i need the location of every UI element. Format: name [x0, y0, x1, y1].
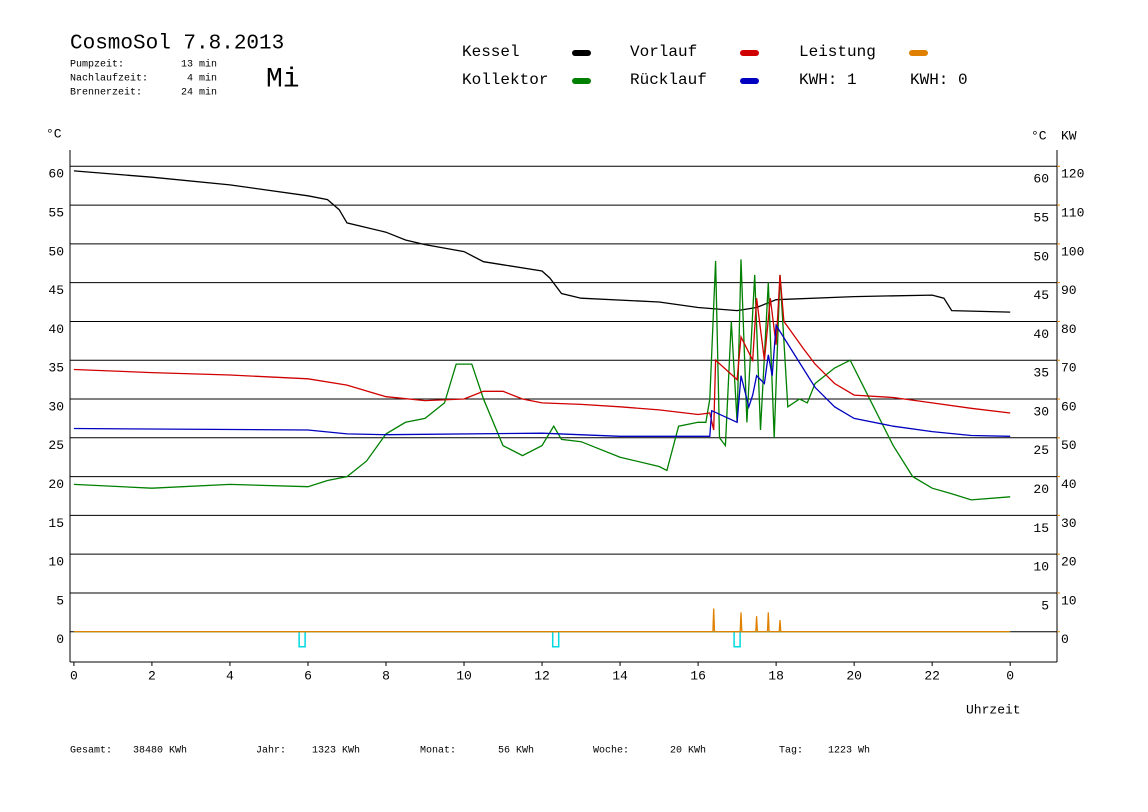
chart-title: CosmoSol 7.8.2013	[70, 33, 284, 56]
series-line	[73, 259, 1011, 501]
y2-tick-label: 20	[1061, 555, 1077, 570]
kwh-label: KWH: 0	[910, 71, 968, 89]
x-tick-label: 14	[612, 668, 628, 683]
y2-tick-label: 120	[1061, 167, 1084, 182]
y-tick-label: 50	[48, 244, 64, 259]
x-tick-label: 0	[70, 668, 78, 683]
total-value: 1223 Wh	[828, 745, 870, 757]
y2-tick-label: 60	[1061, 399, 1077, 414]
y-tick-label-right: 60	[1033, 172, 1049, 187]
pump-marker	[551, 630, 560, 648]
y2-axis-unit: KW	[1061, 128, 1077, 143]
x-tick-label: 8	[382, 668, 390, 683]
stat-label: Nachlaufzeit:	[70, 73, 148, 85]
y2-tick-label: 100	[1061, 244, 1084, 259]
y2-tick-label: 40	[1061, 477, 1077, 492]
y2-tick-label: 10	[1061, 593, 1077, 608]
stat-label: Brennerzeit:	[70, 87, 142, 99]
pump-marker	[298, 630, 306, 648]
pump-marker	[733, 630, 741, 648]
y2-tick-label: 70	[1061, 361, 1077, 376]
legend-label: Rücklauf	[630, 71, 707, 89]
y-tick-label-right: 35	[1033, 366, 1049, 381]
total-label: Jahr:	[256, 745, 286, 757]
stat-value: 24 min	[181, 87, 217, 99]
stat-value: 4 min	[187, 73, 217, 85]
total-value: 56 KWh	[498, 745, 534, 757]
series-line	[73, 608, 1011, 633]
y-tick-label-right: 30	[1033, 404, 1049, 419]
x-axis-label: Uhrzeit	[966, 702, 1021, 717]
total-label: Gesamt:	[70, 746, 112, 757]
y2-tick-label: 0	[1061, 632, 1069, 647]
y-tick-label-right: 55	[1033, 211, 1049, 226]
x-tick-label: 2	[148, 668, 156, 683]
x-tick-label: 0	[1006, 668, 1014, 683]
y2-tick-label: 80	[1061, 322, 1077, 337]
y2-tick-label: 30	[1061, 516, 1077, 531]
x-tick-label: 4	[226, 668, 234, 683]
stat-value: 13 min	[181, 59, 217, 71]
y-axis-unit: °C	[46, 126, 62, 141]
y-tick-label: 5	[56, 593, 64, 608]
y-tick-label: 35	[48, 361, 64, 376]
total-label: Tag:	[779, 746, 803, 757]
y-tick-label-right: 5	[1041, 598, 1049, 613]
y-tick-label: 0	[56, 632, 64, 647]
y-tick-label-right: 25	[1033, 443, 1049, 458]
x-tick-label: 16	[690, 668, 706, 683]
y-tick-label-right: 40	[1033, 327, 1049, 342]
weekday: Mi	[266, 64, 300, 95]
stat-label: Pumpzeit:	[70, 59, 124, 71]
legend-label: Leistung	[799, 43, 876, 61]
series-line	[73, 323, 1011, 437]
series-line	[73, 274, 1011, 431]
total-value: 20 KWh	[670, 745, 706, 757]
y-tick-label-right: 20	[1033, 482, 1049, 497]
legend-label: Kessel	[462, 43, 520, 61]
y-tick-label: 15	[48, 516, 64, 531]
y2-tick-label: 50	[1061, 438, 1077, 453]
y2-tick-label: 90	[1061, 283, 1077, 298]
total-value: 1323 KWh	[312, 745, 360, 757]
y2-tick-label: 110	[1061, 206, 1084, 221]
x-tick-label: 18	[768, 668, 784, 683]
total-label: Monat:	[420, 746, 456, 757]
legend-label: Kollektor	[462, 71, 548, 89]
y-tick-label-right: 45	[1033, 288, 1049, 303]
x-tick-label: 6	[304, 668, 312, 683]
y-tick-label: 10	[48, 555, 64, 570]
y2-axis-unit: °C	[1031, 128, 1047, 143]
y-tick-label-right: 50	[1033, 249, 1049, 264]
y-tick-label-right: 15	[1033, 521, 1049, 536]
total-label: Woche:	[593, 745, 629, 757]
y-tick-label-right: 10	[1033, 560, 1049, 575]
y-tick-label: 60	[48, 167, 64, 182]
x-tick-label: 20	[846, 668, 862, 683]
total-value: 38480 KWh	[133, 745, 187, 757]
legend-label: Vorlauf	[630, 43, 697, 61]
kwh-label: KWH: 1	[799, 71, 857, 89]
y-tick-label: 55	[48, 206, 64, 221]
y-tick-label: 20	[48, 477, 64, 492]
y-tick-label: 40	[48, 322, 64, 337]
x-tick-label: 22	[924, 668, 940, 683]
y-tick-label: 30	[48, 399, 64, 414]
y-tick-label: 45	[48, 283, 64, 298]
series-line	[73, 170, 1011, 313]
x-tick-label: 10	[456, 668, 472, 683]
y-tick-label: 25	[48, 438, 64, 453]
x-tick-label: 12	[534, 668, 550, 683]
